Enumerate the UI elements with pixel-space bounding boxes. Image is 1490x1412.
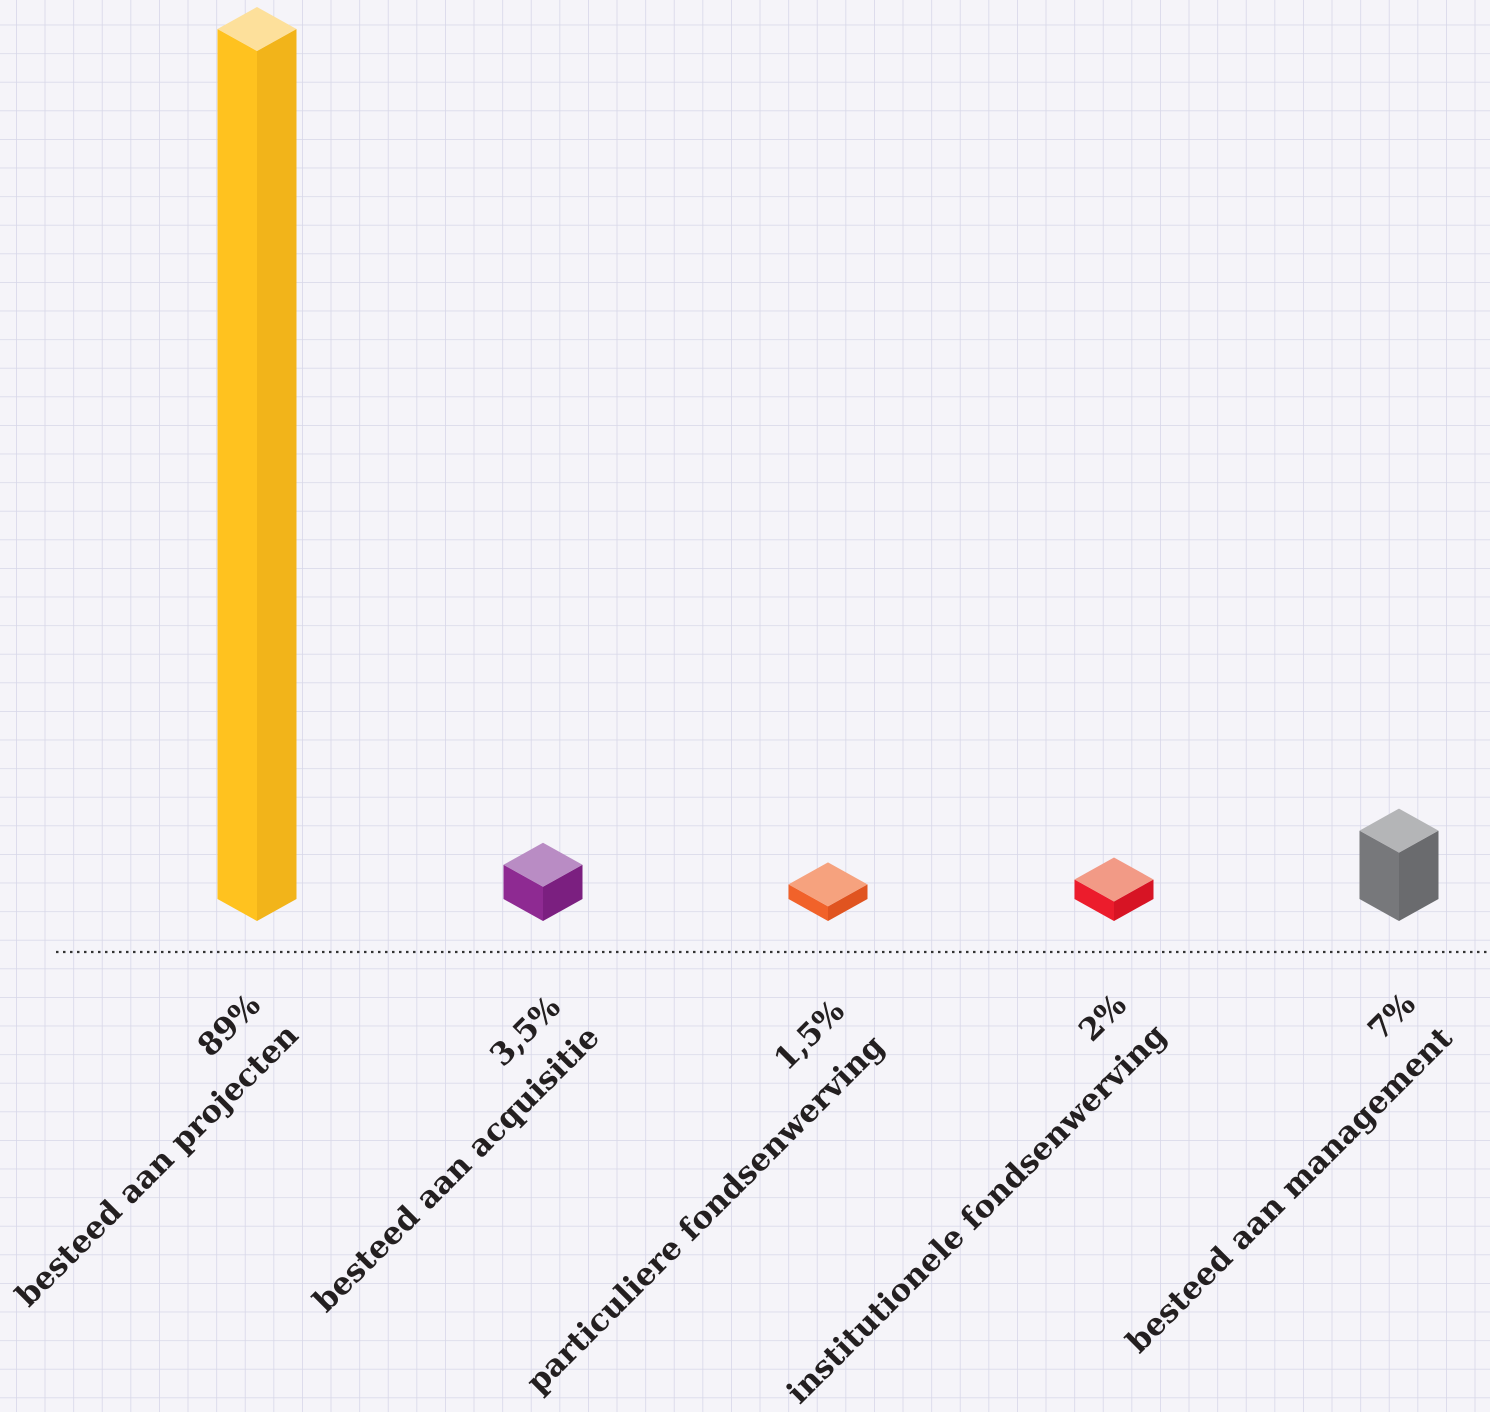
bar-face-left	[503, 864, 543, 921]
bar-face-left	[1359, 830, 1399, 921]
bar-top	[788, 862, 868, 907]
bar-1	[217, 7, 297, 921]
bar-face-right	[543, 864, 583, 921]
bar-face-left	[1074, 879, 1114, 921]
bar-face-right	[257, 29, 297, 921]
bar-face-right	[828, 884, 868, 921]
bar-face-left	[788, 884, 828, 921]
bar-2	[503, 842, 583, 921]
bar-top	[1359, 808, 1439, 853]
bar-face-left	[217, 29, 257, 921]
bar-4	[1074, 857, 1154, 921]
bar-face-right	[1114, 879, 1154, 921]
bar-3	[788, 862, 868, 921]
bars-group	[217, 7, 1439, 921]
bar-top	[217, 7, 297, 51]
bar-top	[1074, 857, 1154, 902]
bar-face-right	[1399, 830, 1439, 921]
bar-top	[503, 842, 583, 887]
bar-5	[1359, 808, 1439, 921]
